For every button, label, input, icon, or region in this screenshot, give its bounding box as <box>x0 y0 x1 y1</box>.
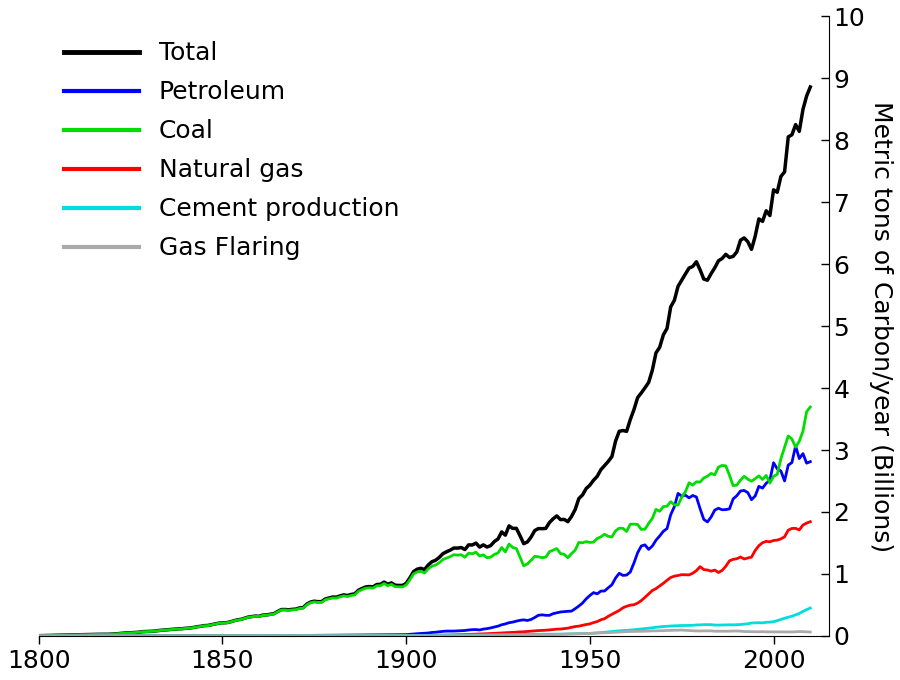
Y-axis label: Metric tons of Carbon/year (Billions): Metric tons of Carbon/year (Billions) <box>869 101 893 551</box>
Legend: Total, Petroleum, Coal, Natural gas, Cement production, Gas Flaring: Total, Petroleum, Coal, Natural gas, Cem… <box>51 29 412 273</box>
